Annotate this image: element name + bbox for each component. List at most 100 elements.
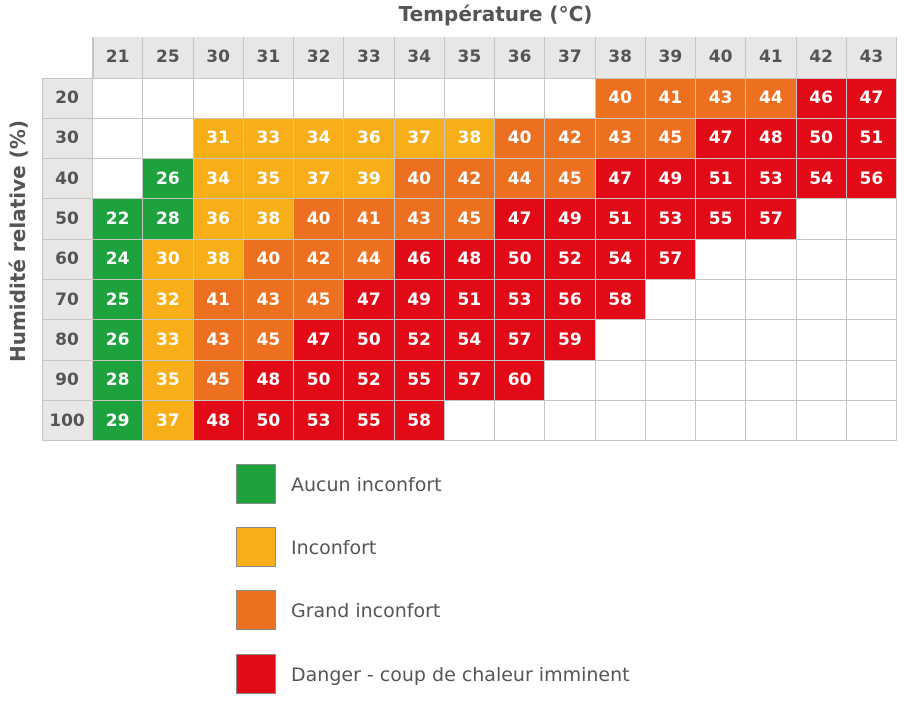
empty-cell [344, 78, 395, 119]
empty-cell [645, 360, 696, 401]
empty-cell [696, 280, 747, 321]
legend-label: Danger - coup de chaleur imminent [291, 664, 630, 686]
empty-cell [696, 400, 747, 442]
legend-label: Aucun inconfort [291, 474, 442, 496]
legend-swatch [236, 527, 276, 567]
heat-cell: 28 [143, 199, 194, 240]
heat-cell: 34 [193, 159, 244, 200]
empty-cell [294, 78, 345, 119]
heat-cell: 58 [595, 280, 646, 321]
heat-cell: 22 [93, 199, 144, 240]
empty-cell [545, 400, 596, 442]
column-header: 37 [545, 37, 596, 79]
heat-cell: 57 [495, 320, 546, 361]
heat-cell: 37 [394, 118, 445, 160]
empty-cell [746, 360, 797, 401]
empty-cell [696, 320, 747, 361]
heat-cell: 49 [394, 280, 445, 321]
heat-cell: 55 [696, 199, 747, 240]
row-header: 20 [42, 78, 93, 119]
heat-cell: 33 [243, 118, 294, 160]
heat-cell: 40 [595, 78, 646, 119]
legend-swatch [236, 654, 276, 694]
heat-cell: 43 [595, 118, 646, 160]
heat-cell: 48 [243, 360, 294, 401]
heat-cell: 35 [243, 159, 294, 200]
empty-cell [696, 360, 747, 401]
heat-cell: 26 [93, 320, 144, 361]
heat-cell: 51 [696, 159, 747, 200]
x-axis-title: Température (°C) [398, 2, 593, 26]
empty-cell [746, 280, 797, 321]
heat-cell: 37 [143, 400, 194, 442]
heat-cell: 40 [495, 118, 546, 160]
empty-cell [796, 280, 847, 321]
empty-cell [846, 239, 897, 280]
heat-cell: 51 [846, 118, 897, 160]
heat-cell: 45 [545, 159, 596, 200]
empty-cell [495, 400, 546, 442]
heat-cell: 42 [294, 239, 345, 280]
heat-cell: 28 [93, 360, 144, 401]
heat-cell: 38 [193, 239, 244, 280]
heat-cell: 36 [344, 118, 395, 160]
column-header: 21 [93, 37, 144, 79]
empty-cell [645, 320, 696, 361]
heat-cell: 56 [545, 280, 596, 321]
heat-cell: 45 [444, 199, 495, 240]
column-header: 39 [645, 37, 696, 79]
heat-cell: 39 [344, 159, 395, 200]
heat-cell: 55 [344, 400, 395, 442]
heat-cell: 50 [243, 400, 294, 442]
heat-cell: 52 [344, 360, 395, 401]
heat-cell: 45 [645, 118, 696, 160]
heat-cell: 26 [143, 159, 194, 200]
heat-cell: 47 [344, 280, 395, 321]
header-left-border [93, 37, 94, 79]
empty-cell [846, 320, 897, 361]
heat-cell: 40 [294, 199, 345, 240]
empty-cell [545, 360, 596, 401]
column-header: 42 [796, 37, 847, 79]
heat-cell: 50 [294, 360, 345, 401]
empty-cell [796, 320, 847, 361]
heat-cell: 33 [143, 320, 194, 361]
column-header: 35 [444, 37, 495, 79]
column-header: 40 [696, 37, 747, 79]
heat-cell: 41 [193, 280, 244, 321]
heat-cell: 49 [645, 159, 696, 200]
empty-cell [746, 239, 797, 280]
empty-cell [846, 280, 897, 321]
heat-cell: 53 [495, 280, 546, 321]
heat-cell: 47 [595, 159, 646, 200]
heat-cell: 25 [93, 280, 144, 321]
heat-cell: 48 [193, 400, 244, 442]
heat-cell: 47 [294, 320, 345, 361]
column-header: 31 [243, 37, 294, 79]
empty-cell [846, 400, 897, 442]
row-header: 90 [42, 360, 93, 401]
empty-cell [143, 78, 194, 119]
heat-cell: 48 [746, 118, 797, 160]
y-axis-title: Humidité relative (%) [6, 119, 30, 363]
row-header-left-border [42, 78, 43, 442]
heat-cell: 57 [645, 239, 696, 280]
heat-cell: 46 [394, 239, 445, 280]
empty-cell [645, 280, 696, 321]
heat-cell: 59 [545, 320, 596, 361]
column-header: 30 [193, 37, 244, 79]
legend-swatch [236, 590, 276, 630]
heat-cell: 52 [545, 239, 596, 280]
column-header: 25 [143, 37, 194, 79]
heat-cell: 51 [444, 280, 495, 321]
empty-cell [846, 199, 897, 240]
table-corner [42, 37, 93, 79]
heat-cell: 50 [495, 239, 546, 280]
heat-cell: 57 [444, 360, 495, 401]
heat-cell: 44 [344, 239, 395, 280]
empty-cell [645, 400, 696, 442]
heat-cell: 42 [444, 159, 495, 200]
heat-cell: 43 [394, 199, 445, 240]
heat-cell: 44 [495, 159, 546, 200]
heat-cell: 58 [394, 400, 445, 442]
